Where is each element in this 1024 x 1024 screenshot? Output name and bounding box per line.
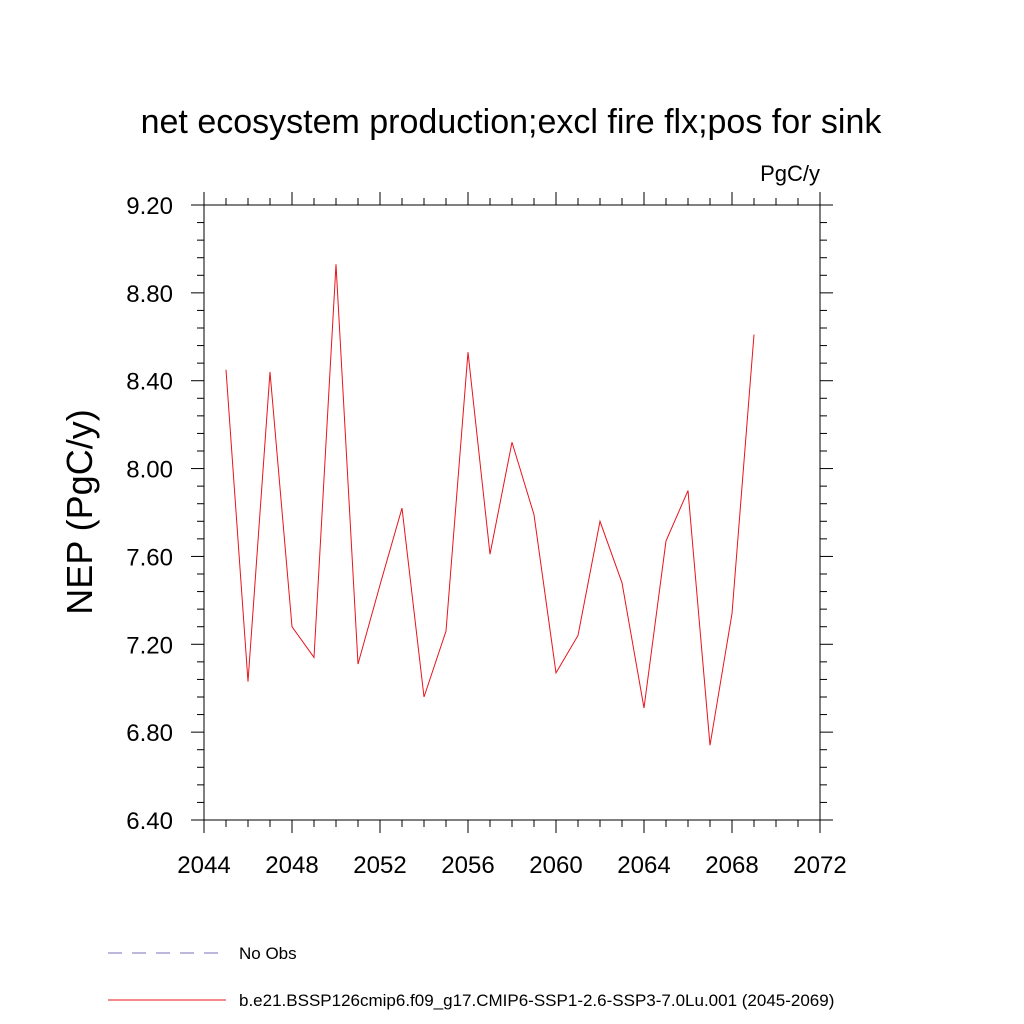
x-tick-label: 2056 (441, 852, 494, 879)
y-tick-label: 8.40 (126, 369, 173, 396)
series-line (225, 264, 755, 746)
legend-label-series: b.e21.BSSP126cmip6.f09_g17.CMIP6-SSP1-2.… (239, 991, 834, 1010)
units-label: PgC/y (760, 161, 820, 186)
y-tick-label: 8.00 (126, 457, 173, 484)
y-tick-label: 9.20 (126, 193, 173, 220)
axis-ticks (191, 192, 833, 833)
axis-tick-labels: 2044 2048 2052 2056 2060 2064 2068 2072 6.40 6.80… (126, 193, 846, 879)
legend: No Obs b.e21.BSSP126cmip6.f09_g17.CMIP6-… (108, 944, 834, 1010)
x-tick-label: 2068 (705, 852, 758, 879)
x-tick-label: 2060 (529, 852, 582, 879)
y-tick-label: 8.80 (126, 281, 173, 308)
x-tick-label: 2072 (793, 852, 846, 879)
plot-frame (203, 204, 821, 821)
y-tick-label: 6.80 (126, 720, 173, 747)
y-tick-label: 7.20 (126, 632, 173, 659)
y-tick-label: 6.40 (126, 808, 173, 835)
x-tick-label: 2052 (353, 852, 406, 879)
series-layer (225, 264, 755, 746)
y-tick-label: 7.60 (126, 544, 173, 571)
legend-label-no-obs: No Obs (239, 944, 297, 963)
y-axis-label: NEP (PgC/y) (59, 409, 100, 614)
chart-title: net ecosystem production;excl fire flx;p… (141, 103, 883, 141)
x-tick-label: 2064 (617, 852, 670, 879)
x-tick-label: 2048 (265, 852, 318, 879)
x-tick-label: 2044 (177, 852, 230, 879)
